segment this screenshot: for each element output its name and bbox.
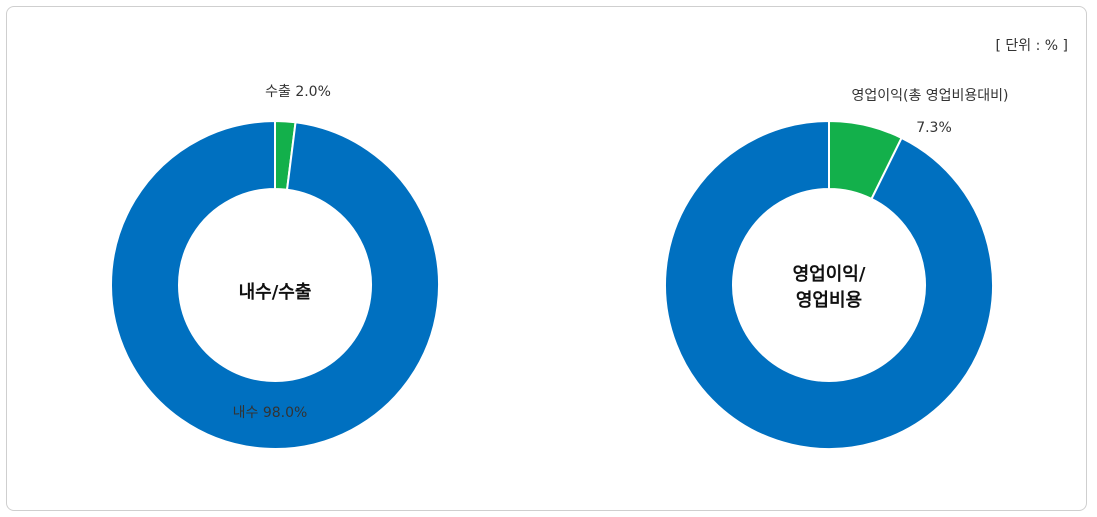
slice-domestic — [110, 119, 440, 450]
slice-label-operating-profit: 영업이익(총 영업비용대비) — [851, 88, 1008, 104]
slice-value-operating-profit: 7.3% — [916, 120, 952, 136]
donut-chart-2: 영업이익(총 영업비용대비) 7.3% 영업이익/ 영업비용 — [664, 88, 1009, 450]
unit-label: [ 단위 : % ] — [995, 38, 1068, 54]
donut-chart-1: 수출 2.0% 내수 98.0% 내수/수출 — [110, 84, 440, 450]
center-title-2-line1: 영업이익/ — [793, 264, 866, 285]
slice-label-export: 수출 2.0% — [265, 84, 331, 100]
center-title-2-line2: 영업비용 — [796, 290, 862, 311]
slice-remainder — [664, 119, 994, 450]
slice-label-domestic: 내수 98.0% — [233, 405, 308, 421]
center-title-1: 내수/수출 — [239, 282, 312, 303]
